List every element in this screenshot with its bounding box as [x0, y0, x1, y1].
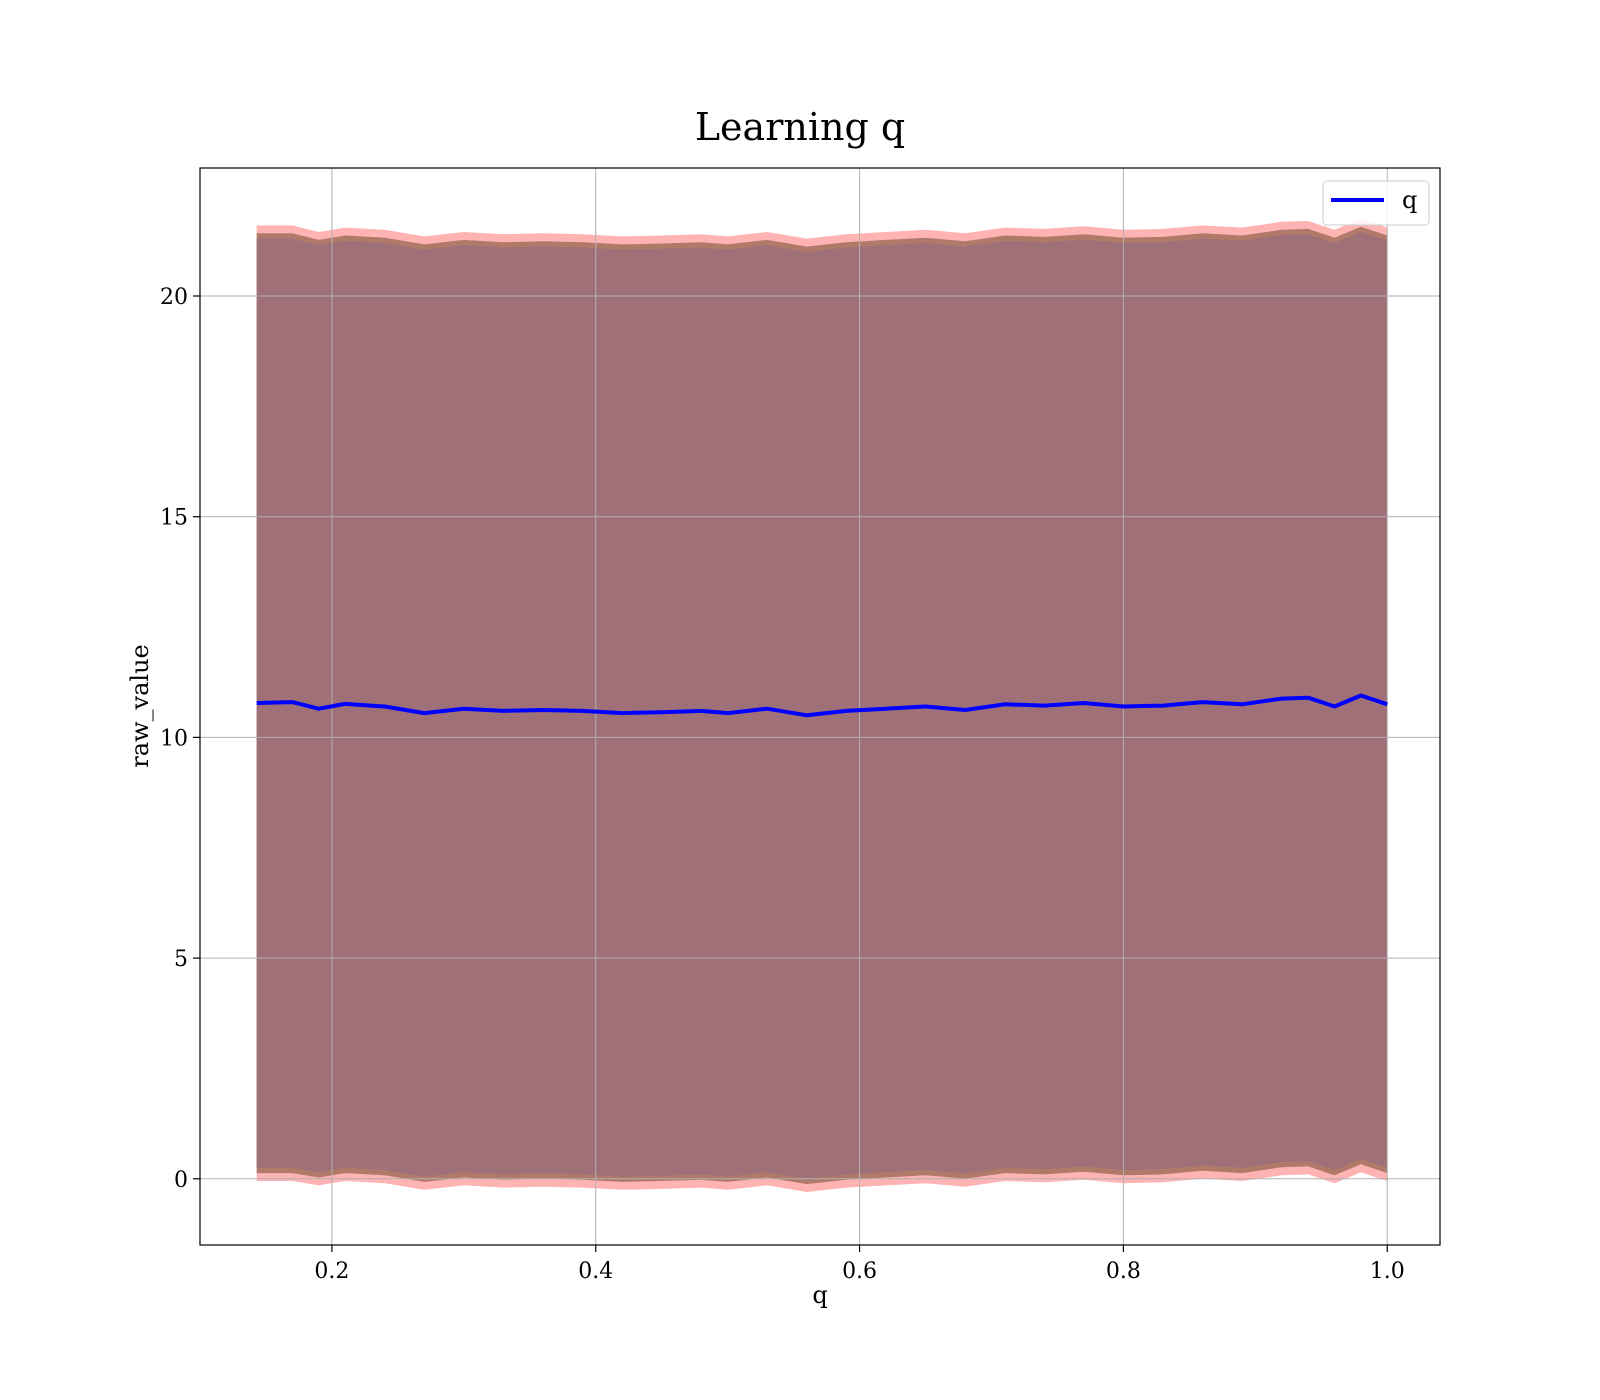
x-tick-label: 0.4 — [578, 1259, 613, 1284]
y-tick-label: 0 — [174, 1168, 188, 1193]
legend-label-q: q — [1402, 186, 1417, 214]
legend: q — [1322, 180, 1430, 226]
x-axis-ticks: 0.2 0.4 0.6 0.8 1.0 — [314, 1245, 1405, 1284]
legend-box — [1322, 180, 1430, 226]
y-tick-label: 5 — [174, 947, 188, 972]
series-line-q — [256, 693, 1388, 718]
x-tick-label: 0.6 — [842, 1259, 877, 1284]
y-tick-label: 20 — [160, 285, 188, 310]
x-tick-label: 1.0 — [1370, 1259, 1405, 1284]
x-tick-label: 0.8 — [1106, 1259, 1141, 1284]
chart-title: Learning q — [695, 105, 905, 149]
plot-frame — [199, 167, 1441, 1246]
plot-area: 0.2 0.4 0.6 0.8 1.0 0 5 10 15 20 — [160, 167, 1441, 1284]
confidence-bands — [256, 218, 1388, 1193]
y-axis-label: raw_value — [126, 644, 154, 768]
series-lines — [256, 693, 1388, 718]
inner-confidence-band — [256, 232, 1388, 1179]
y-tick-label: 15 — [160, 506, 188, 531]
y-axis-ticks: 0 5 10 15 20 — [160, 285, 200, 1193]
y-tick-label: 10 — [160, 726, 188, 751]
x-axis-label: q — [812, 1281, 827, 1309]
x-tick-label: 0.2 — [314, 1259, 349, 1284]
